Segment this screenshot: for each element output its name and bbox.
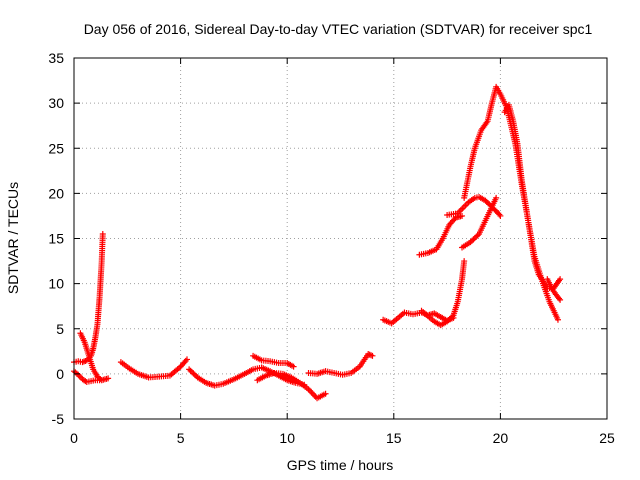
y-tick-label: 0 [56,366,64,382]
series-arc-k [416,212,466,258]
plot-frame [73,57,608,420]
y-tick-label: 20 [48,185,64,201]
y-axis: -5 0 5 10 15 20 25 30 35 [48,50,607,427]
data-point [459,212,466,219]
y-tick-label: 25 [48,140,64,156]
data-point [470,236,477,243]
data-point [449,313,456,320]
x-tick-label: 15 [386,430,402,446]
y-tick-label: 5 [56,321,64,337]
y-tick-label: 15 [48,231,64,247]
x-axis: 0 5 10 15 20 25 [70,58,615,446]
data-point [557,296,564,303]
data-point [186,366,193,373]
y-axis-label: SDTVAR / TECUs [5,182,21,294]
x-axis-label: GPS time / hours [287,457,394,473]
data-point [369,352,376,359]
x-tick-label: 20 [493,430,509,446]
data-point [368,352,375,359]
grid-layer [74,58,607,419]
data-point [187,367,194,374]
series-arc-o [501,101,561,323]
y-tick-label: 30 [48,95,64,111]
series-arc-m [459,194,500,251]
data-point [554,316,561,323]
x-tick-label: 5 [177,430,185,446]
series-arc-p [544,276,564,303]
series-arc-c [77,330,112,384]
x-tick-label: 25 [599,430,615,446]
x-tick-label: 0 [70,430,78,446]
data-point [461,258,468,265]
data-layer [71,83,564,402]
series-arc-f [250,352,297,370]
data-point [556,295,563,302]
data-point [471,235,478,242]
data-point [99,230,106,237]
data-point [496,211,503,218]
data-point [190,370,197,377]
data-point [183,356,190,363]
data-point [557,276,564,283]
chart-title: Day 056 of 2016, Sidereal Day-to-day VTE… [84,21,593,37]
series-arc-b [71,230,106,366]
data-point [493,194,500,201]
data-point [191,371,198,378]
y-tick-label: 10 [48,276,64,292]
series-arc-j [418,258,468,329]
data-point [105,375,112,382]
series-arc-d [117,356,190,381]
x-tick-label: 10 [279,430,295,446]
series-arc-h [305,351,376,378]
data-point [290,363,297,370]
y-tick-label: 35 [48,50,64,66]
data-point [80,358,87,365]
y-tick-label: -5 [52,411,65,427]
data-point [497,212,504,219]
data-point [322,390,329,397]
series-arc-g [254,369,329,402]
